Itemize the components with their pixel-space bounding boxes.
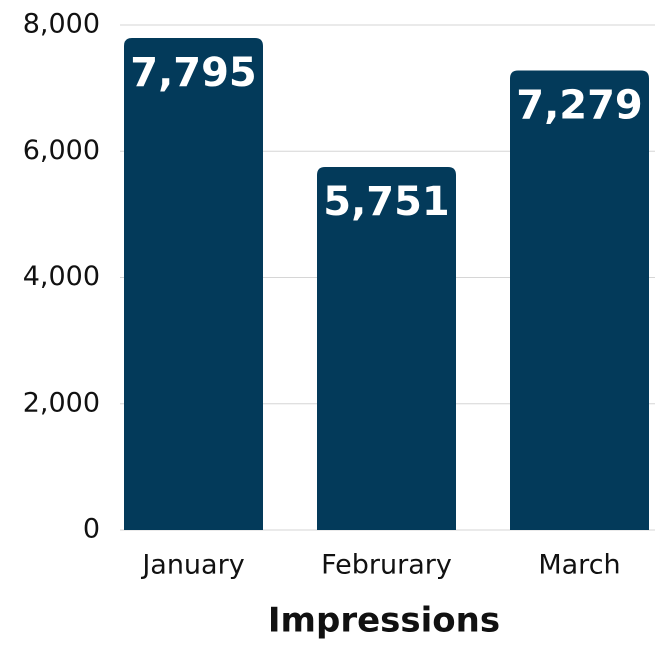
x-axis-label: Impressions [268,601,500,641]
y-tick-label: 0 [83,514,100,545]
x-tick-label: March [538,550,620,581]
bar [510,70,649,530]
y-tick-label: 8,000 [23,9,100,40]
bar [317,166,456,530]
x-tick-label: Februrary [321,550,452,581]
x-tick-label: January [140,550,244,581]
bar [124,37,263,531]
y-tick-label: 6,000 [23,135,100,166]
data-label: 5,751 [323,179,450,225]
y-tick-label: 2,000 [23,387,100,418]
data-label: 7,279 [516,83,643,129]
data-label: 7,795 [130,50,257,96]
y-tick-label: 4,000 [23,261,100,292]
